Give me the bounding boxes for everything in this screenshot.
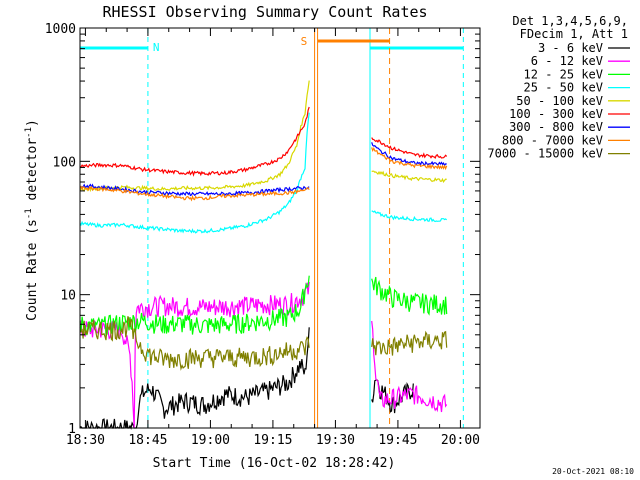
annotation-night-label: N — [153, 41, 160, 54]
legend-label: 800 - 7000 keV — [502, 133, 603, 147]
x-tick-label: 18:30 — [66, 433, 105, 448]
y-tick-label: 10 — [60, 289, 76, 304]
series-line-post — [371, 320, 448, 413]
series-line-pre — [79, 112, 310, 234]
series-4 — [79, 80, 447, 193]
y-tick-label: 1 — [68, 422, 76, 437]
x-axis-label: Start Time (16-Oct-02 18:28:42) — [153, 456, 396, 471]
y-tick-label: 100 — [53, 155, 76, 170]
legend-label: 25 - 50 keV — [524, 81, 603, 95]
legend-label: 12 - 25 keV — [524, 67, 603, 81]
legend-header-line2: FDecim 1, Att 1 — [520, 27, 628, 41]
legend-header-line1: Det 1,3,4,5,6,9, — [512, 14, 628, 28]
legend-label: 6 - 12 keV — [531, 54, 603, 68]
y-axis-label: Count Rate (s-1 detector-1) — [24, 119, 40, 321]
legend: Det 1,3,4,5,6,9, FDecim 1, Att 1 3 - 6 k… — [487, 14, 630, 161]
legend-label: 3 - 6 keV — [538, 41, 603, 55]
y-label-main: Count Rate (s — [25, 219, 40, 321]
x-tick-label: 20:00 — [441, 433, 480, 448]
x-tick-label: 19:45 — [378, 433, 417, 448]
x-tick-label: 18:45 — [128, 433, 167, 448]
legend-label: 100 - 300 keV — [509, 107, 603, 121]
legend-label: 50 - 100 keV — [516, 94, 603, 108]
plot-frame — [79, 27, 481, 429]
series-line-post — [371, 137, 448, 159]
series-line-pre — [79, 185, 310, 202]
series-line-post — [371, 330, 448, 356]
y-axis-ticks: 1 10 100 1000 — [45, 22, 480, 437]
series-5 — [79, 106, 448, 177]
chart-title: RHESSI Observing Summary Count Rates — [102, 3, 427, 21]
annotation-saa-label: S — [301, 35, 308, 48]
series-line-post — [371, 276, 448, 316]
y-label-sup1: -1 — [24, 208, 34, 219]
series-line-pre — [79, 80, 310, 193]
x-tick-label: 19:00 — [191, 433, 230, 448]
series-3 — [79, 112, 448, 234]
series-line-post — [371, 170, 447, 184]
series-line-post — [371, 210, 448, 223]
series-8 — [79, 316, 448, 371]
y-tick-label: 1000 — [45, 22, 76, 37]
series-line-pre — [79, 183, 310, 197]
x-tick-label: 19:15 — [253, 433, 292, 448]
legend-label: 7000 - 15000 keV — [487, 147, 603, 161]
y-label-mid: detector — [25, 138, 40, 209]
y-label-sup2: -1 — [24, 127, 34, 138]
footer-date: 20-Oct-2021 08:10 — [552, 467, 634, 476]
series-line-pre — [79, 327, 310, 430]
x-axis-ticks: 18:30 18:45 19:00 19:15 19:30 19:45 20:00 — [66, 28, 480, 448]
series-0 — [79, 327, 414, 430]
y-label-end: ) — [25, 119, 40, 127]
series-line-post — [371, 142, 447, 167]
series-line-post — [371, 146, 448, 171]
legend-label: 300 - 800 keV — [509, 120, 603, 134]
series-7 — [79, 146, 448, 202]
series-line-pre — [79, 106, 310, 177]
series-2 — [79, 275, 448, 337]
series-6 — [79, 142, 447, 197]
series-line-pre — [79, 316, 310, 371]
x-tick-label: 19:30 — [316, 433, 355, 448]
